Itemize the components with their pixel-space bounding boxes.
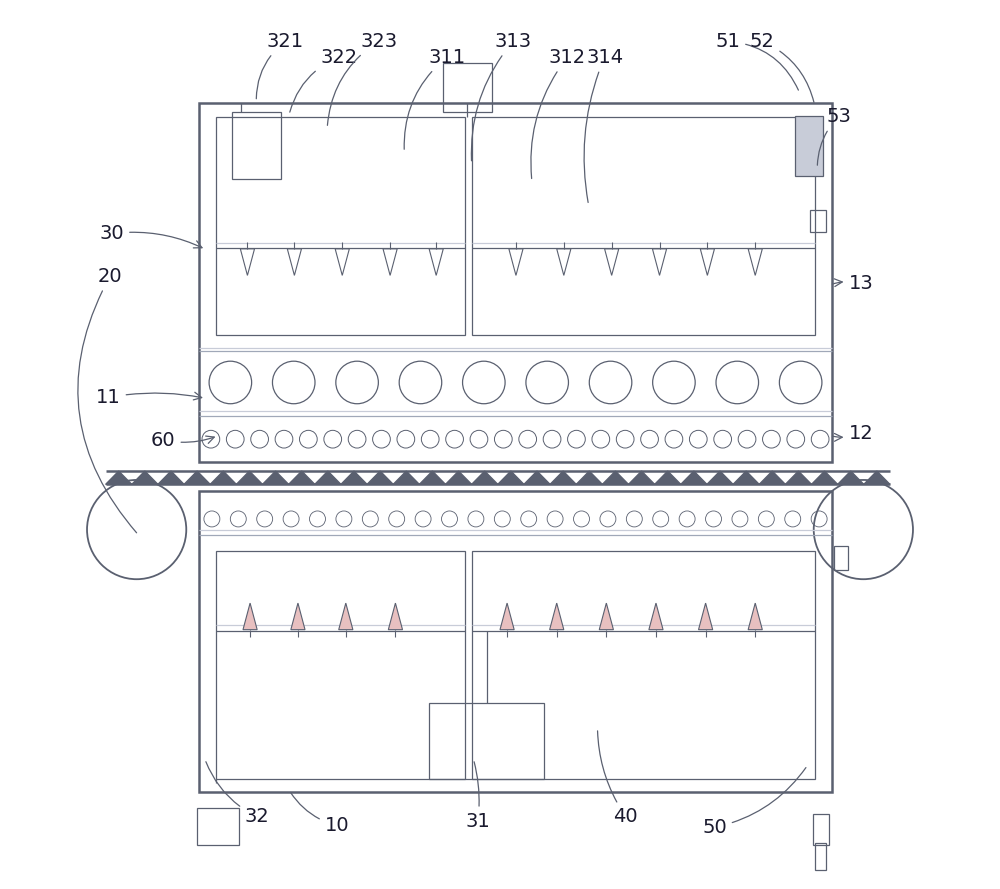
Polygon shape [681,471,707,485]
Polygon shape [655,471,681,485]
Polygon shape [785,471,812,485]
Polygon shape [500,603,514,629]
Polygon shape [550,603,564,629]
Text: 53: 53 [817,107,851,165]
Polygon shape [158,471,184,485]
Text: 50: 50 [702,767,806,837]
Polygon shape [106,471,132,485]
Text: 60: 60 [151,430,214,450]
Bar [472,116,815,335]
Polygon shape [243,603,257,629]
Bar [834,546,848,571]
Bar [197,808,239,845]
Text: 51: 51 [715,32,798,90]
Polygon shape [748,603,762,629]
Polygon shape [649,603,663,629]
Polygon shape [838,471,864,485]
Text: 30: 30 [100,224,202,248]
Polygon shape [812,471,838,485]
Polygon shape [759,471,785,485]
Polygon shape [315,471,341,485]
Polygon shape [699,603,713,629]
Polygon shape [629,471,655,485]
Polygon shape [367,471,393,485]
Text: 10: 10 [291,792,349,835]
Bar [232,112,281,179]
Bar [429,703,544,779]
Polygon shape [393,471,419,485]
Text: 321: 321 [256,32,304,99]
Polygon shape [262,471,289,485]
Polygon shape [419,471,445,485]
Polygon shape [388,603,403,629]
Text: 323: 323 [327,32,397,125]
Polygon shape [576,471,602,485]
Bar [199,491,832,792]
Text: 20: 20 [78,267,137,533]
Text: 32: 32 [206,762,270,826]
Polygon shape [339,603,353,629]
Polygon shape [602,471,629,485]
Bar [216,116,465,335]
Polygon shape [733,471,759,485]
Polygon shape [498,471,524,485]
Polygon shape [599,603,613,629]
Text: 11: 11 [96,388,202,407]
Bar [216,551,465,779]
Text: 314: 314 [584,48,623,203]
Polygon shape [291,603,305,629]
Polygon shape [341,471,367,485]
Polygon shape [472,471,498,485]
Bar [443,63,492,112]
Polygon shape [289,471,315,485]
Polygon shape [210,471,236,485]
Bar [813,814,829,845]
Polygon shape [132,471,158,485]
Polygon shape [524,471,550,485]
Text: 40: 40 [598,731,638,826]
Polygon shape [550,471,576,485]
Bar [810,210,826,232]
Bar [472,551,815,779]
Bar [199,103,832,462]
Polygon shape [236,471,262,485]
Polygon shape [184,471,210,485]
Text: 312: 312 [531,48,586,179]
Text: 13: 13 [832,274,874,292]
Text: 311: 311 [404,48,465,149]
Polygon shape [445,471,472,485]
Bar [815,844,826,870]
Text: 52: 52 [750,32,814,102]
Text: 31: 31 [465,762,490,830]
Text: 12: 12 [832,424,874,444]
Text: 322: 322 [290,48,357,112]
Polygon shape [864,471,890,485]
Text: 313: 313 [471,32,532,161]
Polygon shape [707,471,733,485]
Bar [795,116,823,176]
